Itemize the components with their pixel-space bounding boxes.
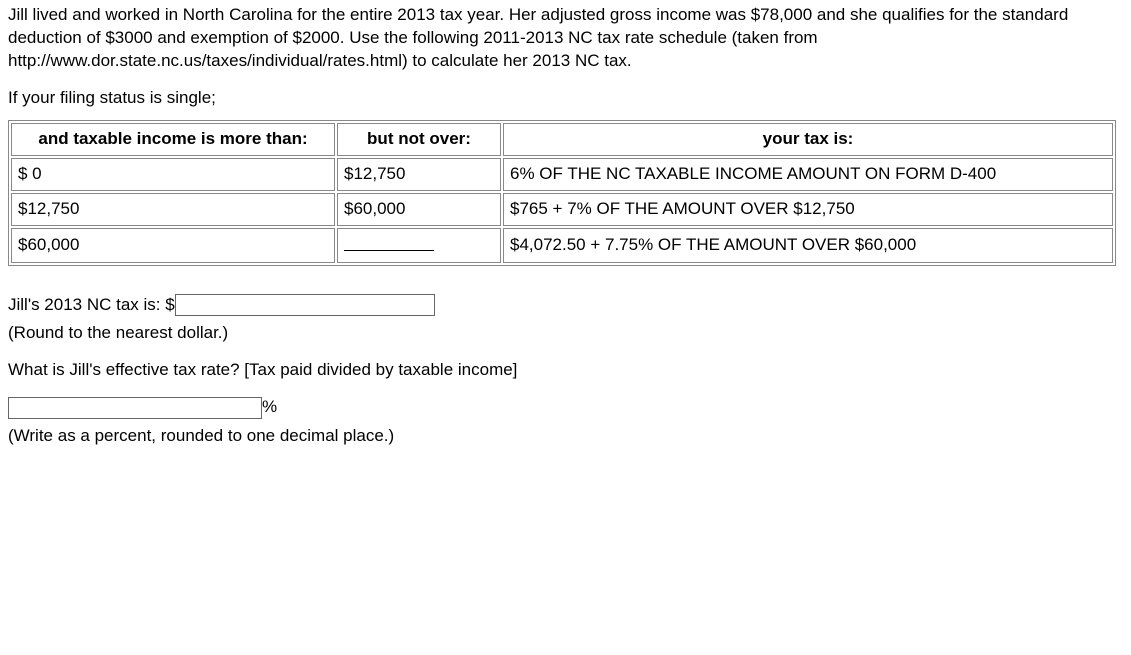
cell-not-over: $12,750 [337,158,501,191]
cell-tax: $765 + 7% OF THE AMOUNT OVER $12,750 [503,193,1113,226]
table-header-not-over: but not over: [337,123,501,156]
tax-answer-label: Jill's 2013 NC tax is: $ [8,295,175,314]
table-row: $60,000 $4,072.50 + 7.75% OF THE AMOUNT … [11,228,1113,263]
filing-status-line: If your filing status is single; [8,87,1123,110]
cell-more-than: $ 0 [11,158,335,191]
tax-rate-input[interactable] [8,397,262,419]
cell-more-than: $12,750 [11,193,335,226]
percent-note: (Write as a percent, rounded to one deci… [8,425,1123,448]
cell-tax: $4,072.50 + 7.75% OF THE AMOUNT OVER $60… [503,228,1113,263]
question-intro: Jill lived and worked in North Carolina … [8,4,1123,73]
table-header-more-than: and taxable income is more than: [11,123,335,156]
cell-not-over: $60,000 [337,193,501,226]
cell-tax: 6% OF THE NC TAXABLE INCOME AMOUNT ON FO… [503,158,1113,191]
cell-not-over-blank [337,228,501,263]
cell-more-than: $60,000 [11,228,335,263]
tax-rate-table: and taxable income is more than: but not… [8,120,1116,266]
table-row: $ 0 $12,750 6% OF THE NC TAXABLE INCOME … [11,158,1113,191]
table-row: $12,750 $60,000 $765 + 7% OF THE AMOUNT … [11,193,1113,226]
effective-rate-question: What is Jill's effective tax rate? [Tax … [8,359,1123,382]
tax-amount-input[interactable] [175,294,435,316]
percent-symbol: % [262,397,277,416]
table-header-tax-is: your tax is: [503,123,1113,156]
round-note: (Round to the nearest dollar.) [8,322,1123,345]
